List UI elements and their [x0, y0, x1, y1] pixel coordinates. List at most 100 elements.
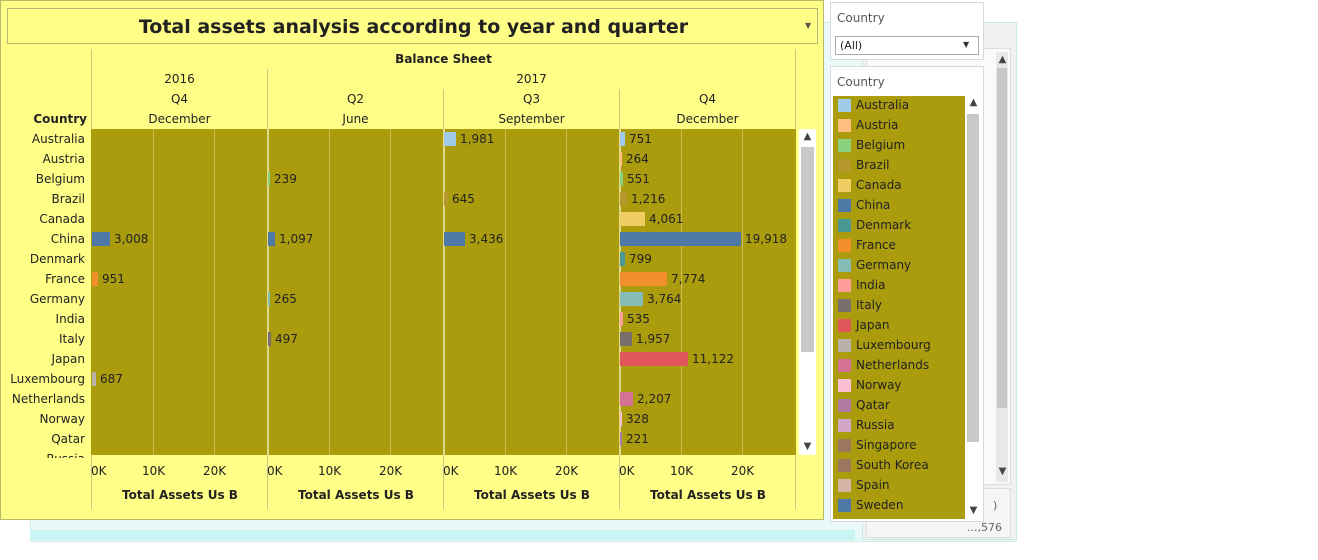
bar[interactable] [620, 152, 622, 166]
axis-tick-label: 0K [267, 464, 283, 478]
row-label: Belgium [35, 172, 85, 186]
bar[interactable] [444, 192, 448, 206]
header-month: June [342, 112, 369, 126]
legend-swatch [838, 159, 851, 172]
chart-scrollbar-thumb[interactable] [801, 147, 814, 352]
bar[interactable] [268, 172, 270, 186]
legend-item[interactable]: Canada [836, 177, 965, 195]
legend-swatch [838, 499, 851, 512]
bar[interactable] [620, 172, 623, 186]
legend-swatch [838, 199, 851, 212]
bar[interactable] [268, 332, 271, 346]
bar[interactable] [620, 332, 632, 346]
bar-value-label: 551 [627, 172, 650, 186]
dropdown-chevron-icon[interactable]: ▼ [963, 40, 970, 49]
legend-list: Australia Austria Belgium Brazil Canada China… [833, 96, 965, 519]
legend-label: Luxembourg [856, 338, 931, 352]
legend-item[interactable]: France [836, 237, 965, 255]
legend-item[interactable]: Denmark [836, 217, 965, 235]
legend-item[interactable]: Brazil [836, 157, 965, 175]
legend-label: India [856, 278, 886, 292]
bar[interactable] [620, 212, 645, 226]
bar[interactable] [620, 312, 623, 326]
legend-item[interactable]: China [836, 197, 965, 215]
bar-value-label: 687 [100, 372, 123, 386]
row-label: China [50, 232, 85, 246]
legend-swatch [838, 479, 851, 492]
legend-label: Denmark [856, 218, 912, 232]
background-scroll-down-icon[interactable]: ▼ [998, 466, 1007, 477]
bar[interactable] [620, 432, 622, 446]
bar[interactable] [620, 392, 633, 406]
background-scrollbar-thumb[interactable] [997, 68, 1007, 408]
bar[interactable] [620, 252, 625, 266]
legend-item[interactable]: Qatar [836, 397, 965, 415]
header-month: December [676, 112, 739, 126]
bar[interactable] [268, 292, 270, 306]
legend-scrollbar-thumb[interactable] [967, 114, 979, 442]
bar[interactable] [92, 232, 110, 246]
bar[interactable] [620, 272, 667, 286]
bar[interactable] [444, 132, 456, 146]
legend-item[interactable]: Netherlands [836, 357, 965, 375]
bar-value-label: 1,957 [636, 332, 671, 346]
legend-item[interactable]: Singapore [836, 437, 965, 455]
bar-value-label: 2,207 [637, 392, 672, 406]
bar[interactable] [620, 292, 643, 306]
legend-item[interactable]: Italy [836, 297, 965, 315]
legend-scroll-up-icon[interactable]: ▲ [969, 97, 978, 108]
header-month: December [148, 112, 211, 126]
legend-swatch [838, 99, 851, 112]
legend-item[interactable]: Spain [836, 477, 965, 495]
filter-title: Country [837, 11, 885, 25]
legend-swatch [838, 339, 851, 352]
bar[interactable] [92, 272, 98, 286]
row-label: Australia [31, 132, 85, 146]
legend-item[interactable]: Austria [836, 117, 965, 135]
legend-label: Brazil [856, 158, 890, 172]
bar-value-label: 11,122 [692, 352, 734, 366]
axis-title: Total Assets Us B [298, 488, 414, 502]
bar[interactable] [620, 132, 625, 146]
legend-item[interactable]: Germany [836, 257, 965, 275]
legend-label: France [856, 238, 896, 252]
axis-title: Total Assets Us B [122, 488, 238, 502]
bar[interactable] [620, 352, 688, 366]
title-menu-chevron-icon[interactable]: ▼ [805, 21, 812, 30]
axis-tick-label: 0K [619, 464, 635, 478]
chart-scroll-up-icon[interactable]: ▲ [803, 131, 812, 142]
legend-scroll-down-icon[interactable]: ▼ [969, 505, 978, 516]
legend-item[interactable]: Australia [836, 97, 965, 115]
legend-swatch [838, 259, 851, 272]
axis-tick-label: 20K [731, 464, 755, 478]
legend-item[interactable]: Belgium [836, 137, 965, 155]
bar[interactable] [268, 232, 275, 246]
dashboard: Total assets analysis according to year … [0, 0, 824, 520]
axis-tick-label: 10K [318, 464, 342, 478]
legend-swatch [838, 219, 851, 232]
legend-label: Qatar [856, 398, 890, 412]
header-quarter: Q3 [522, 92, 541, 106]
legend-swatch [838, 119, 851, 132]
bar[interactable] [620, 232, 741, 246]
legend-item[interactable]: South Korea [836, 457, 965, 475]
legend-item[interactable]: Luxembourg [836, 337, 965, 355]
legend-label: Belgium [856, 138, 906, 152]
legend-item[interactable]: Russia [836, 417, 965, 435]
country-filter-select[interactable]: (All) [835, 36, 979, 55]
bar[interactable] [92, 372, 96, 386]
legend-item[interactable]: Sweden [836, 497, 965, 515]
bar[interactable] [444, 232, 465, 246]
bar[interactable] [620, 412, 622, 426]
row-label: France [45, 272, 85, 286]
axis-tick-label: 0K [443, 464, 459, 478]
background-scroll-up-icon[interactable]: ▲ [998, 54, 1007, 65]
bar-value-label: 751 [629, 132, 652, 146]
legend-item[interactable]: Norway [836, 377, 965, 395]
bar[interactable] [620, 192, 627, 206]
legend-item[interactable]: India [836, 277, 965, 295]
row-label: Canada [39, 212, 85, 226]
header-year-2017: 2017 [516, 72, 547, 86]
chart-scroll-down-icon[interactable]: ▼ [803, 441, 812, 452]
legend-item[interactable]: Japan [836, 317, 965, 335]
